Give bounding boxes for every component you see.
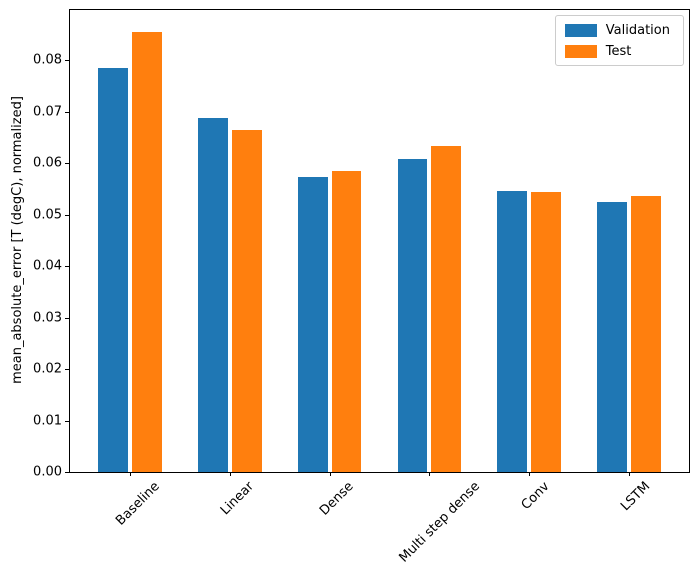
x-tick-label-linear: Linear [217, 479, 257, 519]
x-tick-mark [329, 472, 331, 476]
y-tick-label: 0.05 [33, 207, 62, 222]
x-tick-mark [628, 472, 630, 476]
y-tick-label: 0.08 [33, 52, 62, 68]
bar-test-lstm [630, 196, 661, 472]
bar-validation-conv [497, 190, 528, 472]
y-tick-label: 0.04 [33, 258, 62, 274]
y-tick-label: 0.00 [33, 464, 62, 480]
bar-test-linear [231, 129, 262, 472]
y-axis-label: mean_absolute_error [T (degC), normalize… [10, 96, 25, 384]
legend-swatch-test [564, 44, 597, 58]
bar-test-baseline [132, 32, 162, 472]
y-tick-label: 0.07 [33, 104, 62, 119]
bar-validation-lstm [597, 201, 627, 472]
legend: Validation Test [554, 15, 684, 66]
y-tick-label: 0.02 [33, 361, 62, 377]
x-tick-label-conv: Conv [519, 479, 553, 513]
x-tick-mark [130, 472, 132, 476]
y-tick-mark [65, 60, 69, 61]
legend-entry-test: Test [564, 43, 674, 59]
x-tick-label-dense: Dense [317, 479, 357, 519]
y-tick-label: 0.06 [33, 155, 62, 171]
bar-test-conv [531, 191, 562, 472]
x-tick-label-multi-step-dense: Multi step dense [396, 479, 484, 566]
y-tick-mark [65, 472, 69, 473]
y-tick-label: 0.01 [33, 413, 62, 428]
x-tick-label-baseline: Baseline [113, 479, 163, 529]
y-tick-label: 0.03 [33, 310, 62, 325]
plot-area: Validation Test [69, 9, 690, 473]
legend-label-validation: Validation [605, 22, 670, 38]
bar-validation-linear [197, 118, 228, 472]
bar-validation-multi-step-dense [397, 159, 428, 472]
y-tick-mark [65, 214, 69, 216]
y-tick-mark [65, 163, 69, 164]
bar-test-multi-step-dense [431, 145, 462, 472]
legend-label-test: Test [605, 43, 632, 59]
y-tick-mark [65, 420, 69, 422]
bar-validation-baseline [98, 67, 128, 472]
x-tick-mark [229, 472, 231, 476]
x-tick-label-lstm: LSTM [618, 479, 654, 515]
legend-entry-validation: Validation [564, 22, 674, 38]
y-tick-mark [65, 317, 69, 319]
x-tick-mark [429, 472, 431, 476]
y-tick-mark [65, 111, 69, 113]
y-tick-mark [65, 266, 69, 267]
legend-swatch-validation [564, 23, 597, 37]
y-tick-mark [65, 369, 69, 370]
bar-validation-dense [297, 176, 328, 472]
bar-test-dense [331, 171, 362, 472]
x-tick-mark [529, 472, 531, 476]
